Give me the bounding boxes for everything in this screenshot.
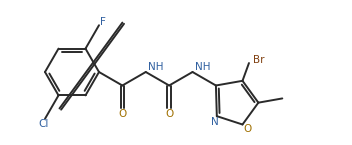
Text: O: O <box>165 109 173 119</box>
Text: N: N <box>211 117 219 127</box>
Text: Cl: Cl <box>39 119 49 129</box>
Text: O: O <box>118 109 126 119</box>
Text: F: F <box>100 17 106 27</box>
Text: NH: NH <box>195 62 210 72</box>
Text: Br: Br <box>253 55 265 65</box>
Text: NH: NH <box>148 62 163 72</box>
Text: O: O <box>243 124 252 134</box>
